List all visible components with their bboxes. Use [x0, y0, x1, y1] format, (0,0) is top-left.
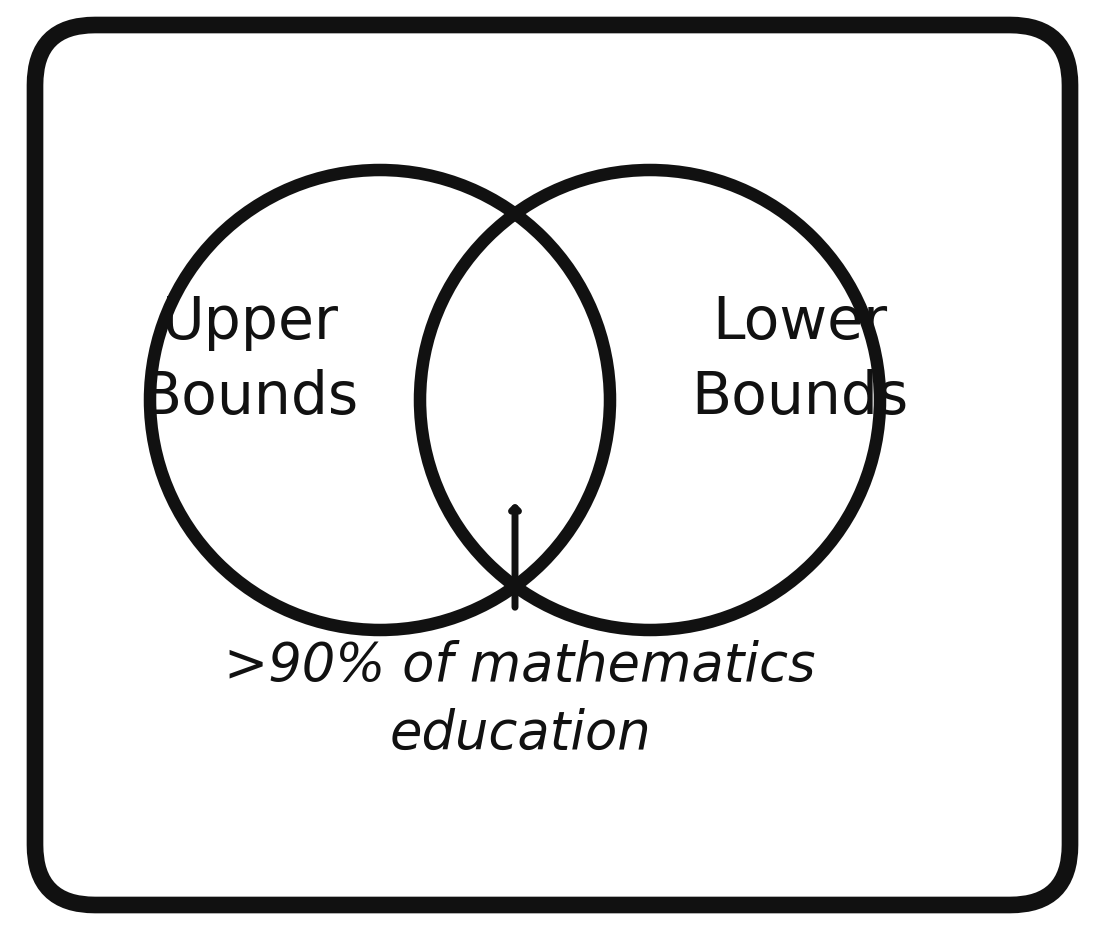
- Text: Lower
Bounds: Lower Bounds: [692, 294, 909, 426]
- Text: Upper
Bounds: Upper Bounds: [141, 294, 358, 426]
- Text: >90% of mathematics
education: >90% of mathematics education: [224, 640, 816, 760]
